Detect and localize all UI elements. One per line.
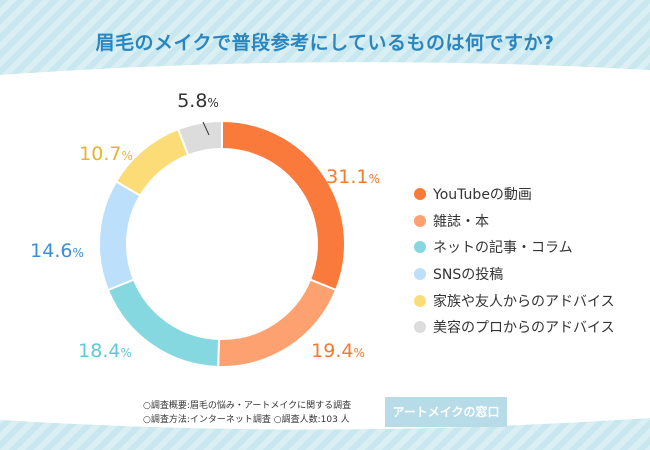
donut-slice <box>176 119 223 157</box>
survey-notes: ○調査概要:眉毛の悩み・アートメイクに関する調査 ○調査方法:インターネット調査… <box>143 399 351 427</box>
legend-item: 家族や友人からのアドバイス <box>414 287 615 314</box>
legend-label: 家族や友人からのアドバイス <box>433 293 615 310</box>
legend-item: 雑誌・本 <box>414 208 615 235</box>
legend-label: ネットの記事・コラム <box>433 240 573 257</box>
data-label: 31.1% <box>326 166 380 188</box>
survey-method: ○調査方法:インターネット調査 ○調査人数:103 人 <box>143 415 350 425</box>
donut-chart <box>98 119 346 368</box>
page-title: 眉毛のメイクで普段参考にしているものは何ですか? <box>95 32 555 54</box>
legend-item: 美容のプロからのアドバイス <box>414 314 615 341</box>
legend-label: 美容のプロからのアドバイス <box>433 320 615 337</box>
brand-badge: アートメイクの窓口 <box>385 397 507 427</box>
legend-swatch <box>414 241 426 254</box>
data-label: 18.4% <box>78 340 132 362</box>
legend-swatch <box>414 294 426 307</box>
data-labels: 31.1% 19.4% 18.4% 14.6% 10.7% 5.8% <box>30 90 380 362</box>
legend-label: YouTubeの動画 <box>433 187 532 204</box>
legend-item: ネットの記事・コラム <box>414 234 615 261</box>
survey-summary: ○調査概要:眉毛の悩み・アートメイクに関する調査 <box>143 401 352 411</box>
legend-swatch <box>414 188 426 201</box>
legend-swatch <box>414 268 426 281</box>
data-label: 19.4% <box>311 340 365 362</box>
legend-item: SNSの投稿 <box>414 261 615 288</box>
leader-line <box>202 121 210 136</box>
legend-label: SNSの投稿 <box>433 267 504 284</box>
data-label: 10.7% <box>79 143 133 165</box>
data-label: 14.6% <box>30 240 84 262</box>
chart-legend: YouTubeの動画 雑誌・本ネットの記事・コラム SNSの投稿家族や友人からのアド… <box>414 181 615 341</box>
legend-swatch <box>414 321 426 334</box>
data-label: 5.8% <box>177 90 219 112</box>
legend-swatch <box>414 214 426 227</box>
legend-label: 雑誌・本 <box>433 213 489 230</box>
legend-item: YouTubeの動画 <box>414 181 615 208</box>
